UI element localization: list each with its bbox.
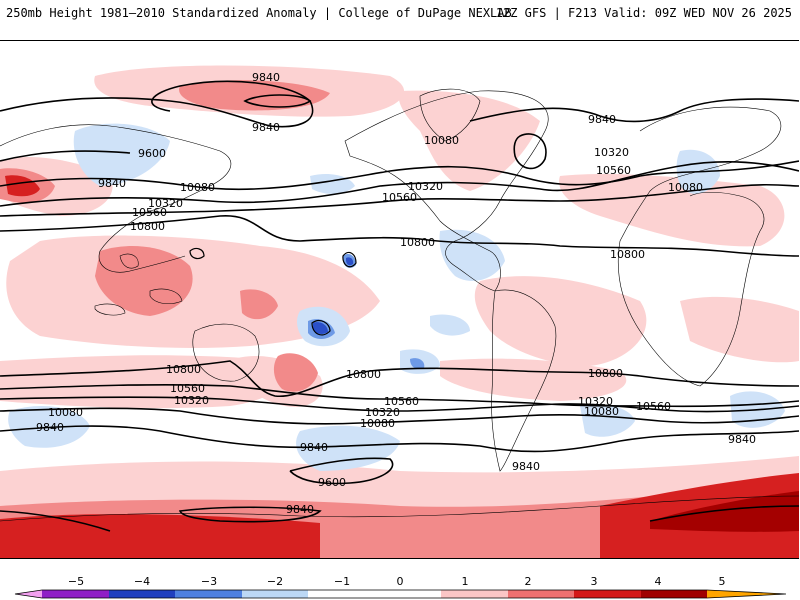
colorbar-seg-8 [508,590,574,598]
colorbar-seg-10 [641,590,707,598]
contour-label: 10560 [596,164,631,177]
colorbar-seg-0 [15,590,42,598]
contour-label: 10800 [610,248,645,261]
colorbar-ticks: −5 −4 −3 −2 −1 0 1 2 3 4 5 [68,575,726,588]
colorbar-tick-label: 3 [591,575,598,588]
colorbar-seg-9 [574,590,641,598]
map-title: 250mb Height 1981–2010 Standardized Anom… [6,6,512,20]
contour-label: 10800 [130,220,165,233]
contour-label: 9840 [36,421,64,434]
contour-label: 10560 [384,395,419,408]
contour-label: 10320 [148,197,183,210]
contour-label: 9840 [588,113,616,126]
contour-label: 10800 [400,236,435,249]
colorbar-tick-label: 0 [397,575,404,588]
colorbar-tick-label: −2 [267,575,283,588]
colorbar-tick-label: −1 [334,575,350,588]
contour-label: 9840 [300,441,328,454]
model-run-info: 12Z GFS | F213 Valid: 09Z WED NOV 26 202… [495,6,792,20]
contour-label: 10320 [174,394,209,407]
contour-label: 10320 [578,395,613,408]
contour-label: 10320 [365,406,400,419]
anomaly-shading [0,65,799,558]
contour-labels: 9840 9840 9600 9840 10080 10320 10560 10… [36,71,756,516]
colorbar-tick-label: 5 [719,575,726,588]
contour-label: 10320 [408,180,443,193]
colorbar-tick-label: 1 [462,575,469,588]
colorbar-seg-5 [308,590,375,598]
map-panel: 9840 9840 9600 9840 10080 10320 10560 10… [0,40,799,559]
colorbar-tick-label: −3 [201,575,217,588]
contour-label: 9600 [318,476,346,489]
coastlines [0,88,799,522]
colorbar-seg-3 [175,590,242,598]
colorbar-outline [14,589,787,599]
colorbar-seg-1 [42,590,109,598]
contour-label: 10800 [588,367,623,380]
contour-label: 9840 [512,460,540,473]
contour-label: 10080 [48,406,83,419]
contour-label: 9600 [138,147,166,160]
contour-label: 9840 [286,503,314,516]
contour-label: 9840 [728,433,756,446]
colorbar-seg-11 [707,590,786,598]
contour-label: 9840 [252,71,280,84]
colorbar-seg-2 [109,590,175,598]
contour-label: 10800 [346,368,381,381]
colorbar-segments [15,590,786,598]
height-contours [0,80,799,532]
colorbar-seg-7 [441,590,508,598]
colorbar-tick-label: 2 [525,575,532,588]
contour-label: 10320 [594,146,629,159]
contour-label: 10080 [360,417,395,430]
negative-anomaly-3 [313,257,354,335]
colorbar-tick-label: 4 [655,575,662,588]
contour-label: 10800 [166,363,201,376]
contour-label: 10560 [170,382,205,395]
positive-anomaly-4 [650,491,799,532]
colorbar-seg-6 [375,590,441,598]
colorbar-tick-label: −5 [68,575,84,588]
contour-label: 10560 [636,400,671,413]
contour-label: 10080 [668,181,703,194]
contour-label: 9840 [252,121,280,134]
closed-contours [189,247,357,336]
colorbar-tick-label: −4 [134,575,150,588]
contour-label: 9840 [98,177,126,190]
contour-label: 10080 [584,405,619,418]
colorbar-seg-4 [242,590,308,598]
anomaly-map: 9840 9840 9600 9840 10080 10320 10560 10… [0,65,799,558]
contour-label: 10080 [180,181,215,194]
contour-label: 10560 [382,191,417,204]
contour-label: 10560 [132,206,167,219]
colorbar: −5 −4 −3 −2 −1 0 1 2 3 4 5 [14,575,787,599]
contour-label: 10080 [424,134,459,147]
